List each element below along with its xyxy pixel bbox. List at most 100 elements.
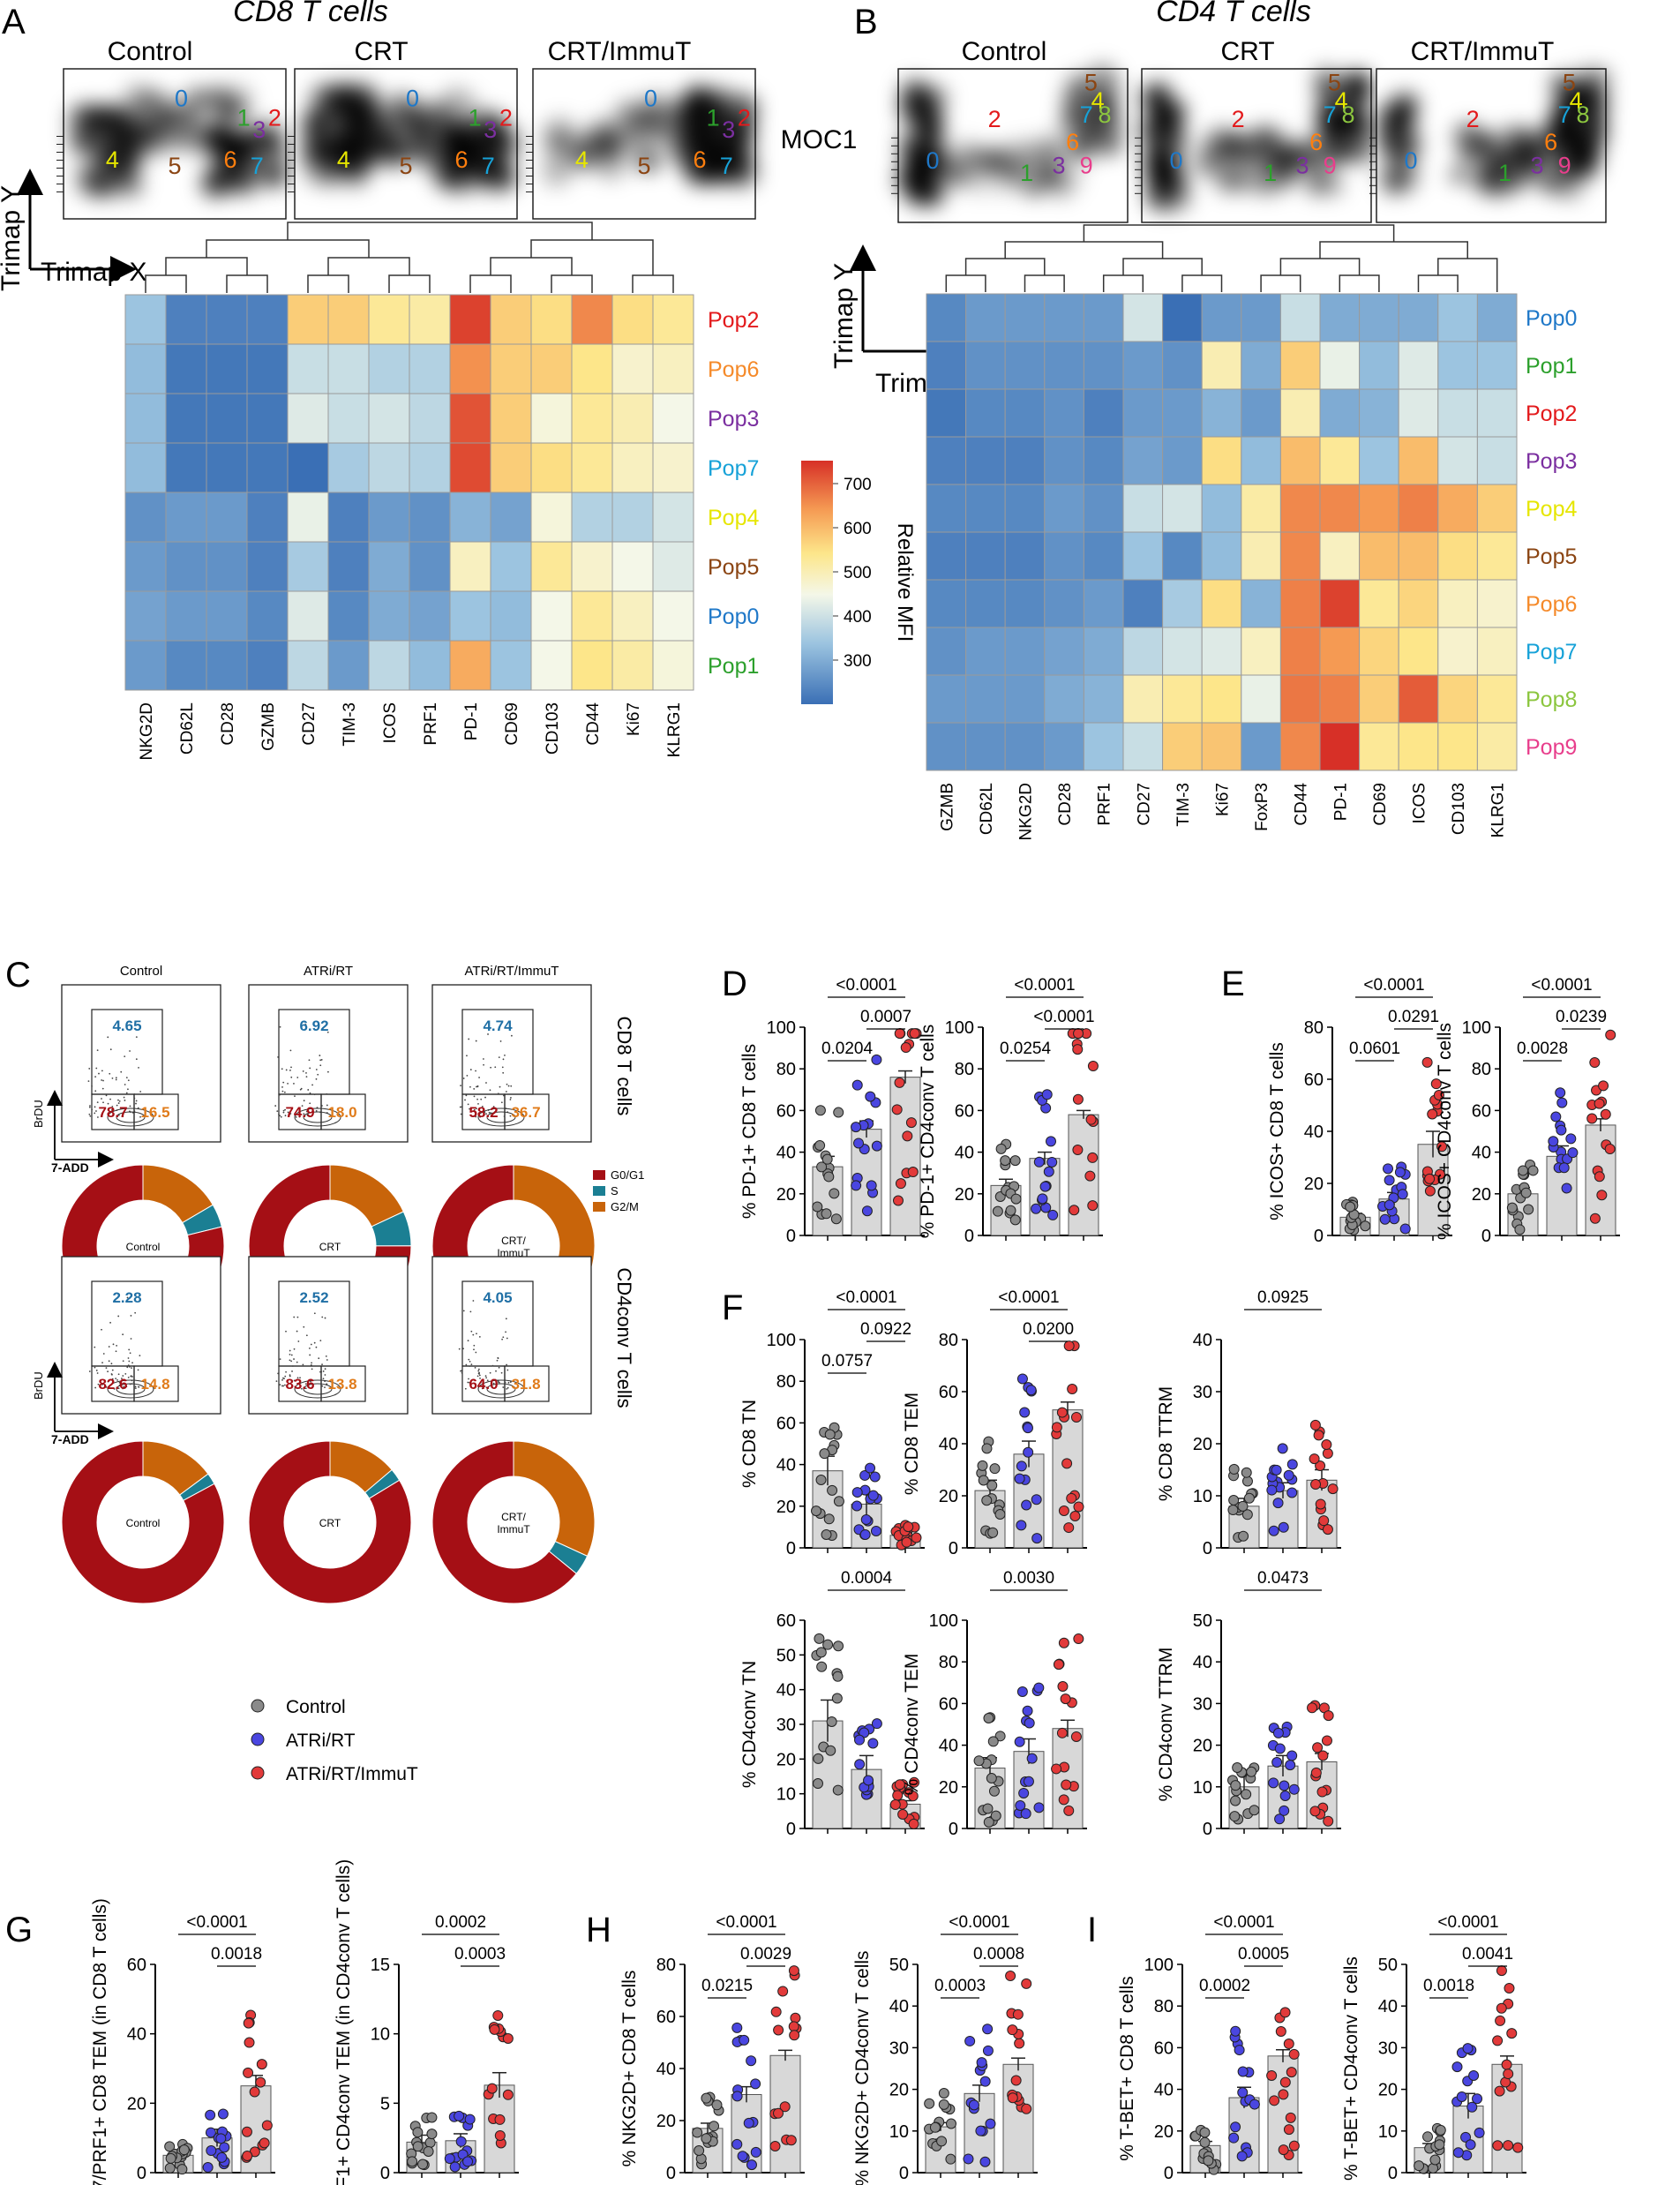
data-point [731,2091,743,2102]
event-dot [473,1088,476,1090]
data-point [1429,2154,1441,2166]
data-point [1586,1113,1598,1124]
p-value: 0.0239 [1556,1008,1607,1026]
density-dot [1547,72,1578,103]
density-blobs [1371,64,1612,201]
data-point [494,2129,506,2141]
gate-value-g2m: 18.0 [327,1104,356,1121]
event-dot [476,1375,479,1378]
data-point [1384,1199,1395,1211]
heatmap-col-label: TIM-3 [1174,783,1193,827]
data-point [1434,2139,1445,2151]
y-tick-label: 60 [1304,1070,1324,1090]
heatmap-col-label: Ki67 [625,702,643,736]
cluster-label: 5 [1084,69,1098,95]
heatmap-cell [1201,627,1242,676]
heatmap-cell [1359,484,1399,533]
heatmap-cell [287,590,329,642]
y-tick-label: 0 [949,1539,958,1558]
data-point [462,2156,474,2167]
data-point [1492,2140,1504,2151]
y-tick-label: 0 [1481,1227,1491,1246]
heatmap-cell [1241,484,1281,533]
event-dot [479,1382,482,1385]
y-tick-label: 40 [889,1997,909,2016]
heatmap-cell [1319,579,1361,628]
legend-dot [251,1699,265,1713]
data-point [891,1104,903,1115]
y-tick-label: 60 [939,1694,958,1714]
heatmap-cell [1476,531,1518,581]
y-tick-label: 80 [955,1060,974,1079]
density-dot [1330,120,1350,140]
donut-segment-g0g1 [431,1440,577,1604]
heatmap-cell [368,393,410,444]
y-tick-label: 60 [955,1101,974,1121]
heatmap-row-label: Pop2 [1526,402,1577,426]
data-point [1266,1484,1278,1496]
event-dot [303,1113,305,1115]
event-dot [101,1098,102,1100]
model-label: MOC1 [781,125,858,154]
donut-center-label: CRT/ [501,1235,526,1247]
y-tick-label: 20 [889,2081,909,2100]
y-tick-label: 80 [1472,1060,1491,1079]
event-dot [296,1077,299,1078]
data-point [1022,1705,1033,1716]
data-point [987,1527,999,1538]
data-point [1594,1171,1605,1183]
p-value: <0.0001 [716,1913,776,1932]
heatmap-cell [1162,627,1203,676]
event-dot [125,1092,128,1094]
data-point [851,1500,863,1512]
data-point [1237,2087,1249,2099]
data-point [1073,1028,1084,1040]
heatmap-cell [206,541,248,592]
data-point [938,2099,949,2110]
data-point [869,1471,881,1483]
heatmap-cell [1279,293,1321,342]
heatmap-col-label: ICOS [381,702,400,743]
event-dot [473,1108,476,1111]
cluster-label: 3 [722,116,735,143]
data-point [241,2126,252,2137]
data-point [1269,2095,1280,2106]
dendrogram-branch [307,274,349,293]
event-dot [110,1363,113,1365]
event-dot [502,1336,505,1339]
data-point [814,1105,826,1116]
p-value: <0.0001 [836,976,896,995]
event-dot [501,1066,504,1069]
donut-center-label: Control [126,1517,161,1529]
y-tick-label: 80 [1304,1018,1324,1038]
data-point [833,1641,844,1652]
event-dot [306,1115,309,1116]
data-point [1452,2147,1464,2159]
y-tick-label: 40 [127,2025,146,2045]
density-blobs [66,81,293,202]
cluster-label: 1 [1020,160,1033,186]
event-dot [115,1077,117,1079]
data-point [892,1195,904,1206]
data-point [1600,1108,1611,1120]
event-dot [310,1364,312,1366]
y-tick-label: 60 [939,1383,958,1402]
event-dot [289,1113,292,1115]
gate-value-g0g1: 74.9 [285,1104,314,1121]
heatmap-cell [165,442,207,493]
data-point [865,1462,876,1474]
data-point [870,1525,881,1536]
heatmap-cell [165,590,207,642]
data-point [1014,1473,1025,1484]
data-point [889,1798,901,1810]
event-dot [506,1387,508,1390]
event-dot [296,1330,298,1333]
event-dot [290,1066,292,1069]
heatmap-cell [1122,531,1164,581]
event-dot [284,1375,287,1378]
event-dot [304,1024,307,1025]
